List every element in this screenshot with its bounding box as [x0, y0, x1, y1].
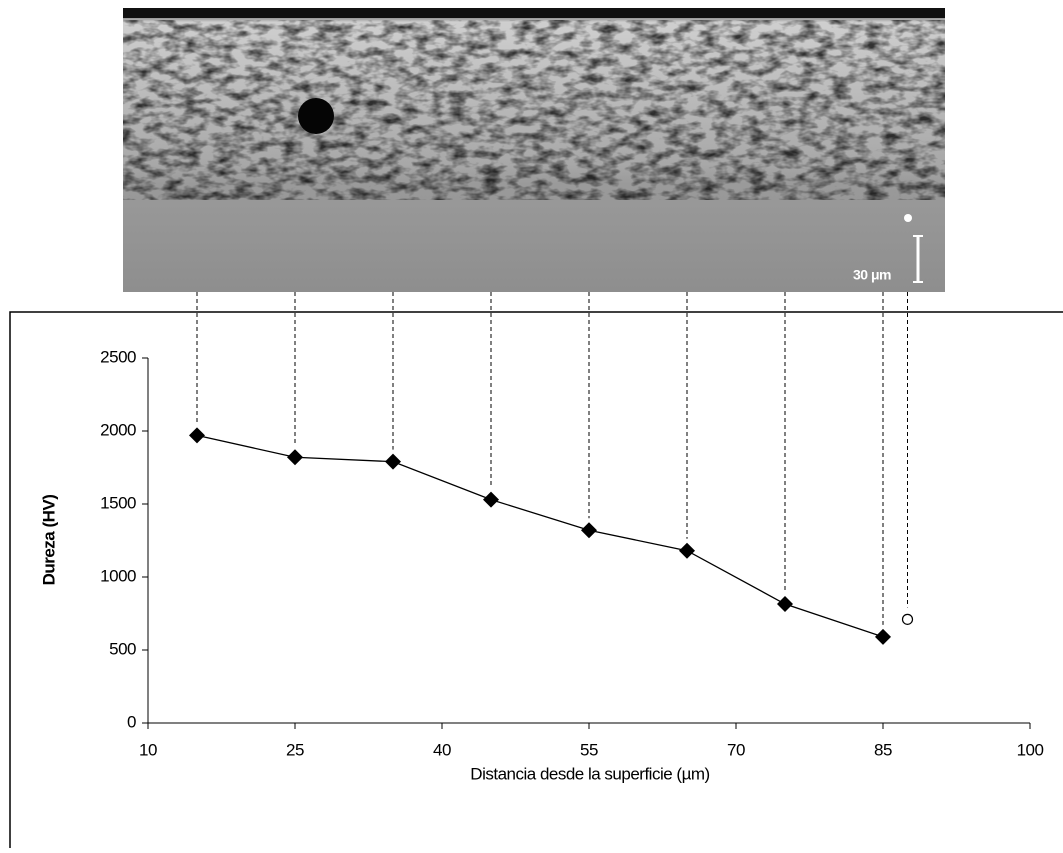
data-point [385, 453, 401, 470]
x-tick-label: 25 [286, 740, 304, 759]
data-point [679, 542, 695, 559]
chart-frame [9, 311, 1063, 848]
y-tick-label: 2000 [100, 420, 136, 439]
x-tick-label: 70 [727, 740, 745, 759]
x-tick-label: 40 [433, 740, 451, 759]
data-line [196, 434, 884, 638]
micrograph-pore [298, 98, 334, 134]
data-point [581, 522, 597, 539]
x-tick-label: 10 [139, 740, 157, 759]
data-point [901, 613, 914, 625]
y-tick-label: 0 [127, 712, 136, 731]
micrograph-point [904, 214, 912, 222]
scale-label: 30 μm [853, 267, 891, 283]
micrograph: 30 μm [123, 8, 945, 292]
y-tick-label: 2500 [100, 347, 136, 366]
y-tick-label: 1500 [100, 493, 136, 512]
data-point [483, 491, 499, 508]
micrograph-edge [123, 8, 945, 18]
data-point [875, 628, 891, 645]
data-point [777, 596, 793, 613]
x-tick-label: 100 [1017, 740, 1044, 759]
y-tick-label: 500 [109, 639, 136, 658]
y-axis-title: Dureza (HV) [39, 495, 58, 586]
x-tick-label: 85 [874, 740, 892, 759]
data-point [287, 449, 303, 466]
x-axis-title: Distancia desde la superficie (µm) [470, 764, 709, 783]
data-point [189, 427, 205, 444]
x-tick-label: 55 [580, 740, 598, 759]
y-tick-label: 1000 [100, 566, 136, 585]
micrograph-texture [123, 20, 945, 200]
